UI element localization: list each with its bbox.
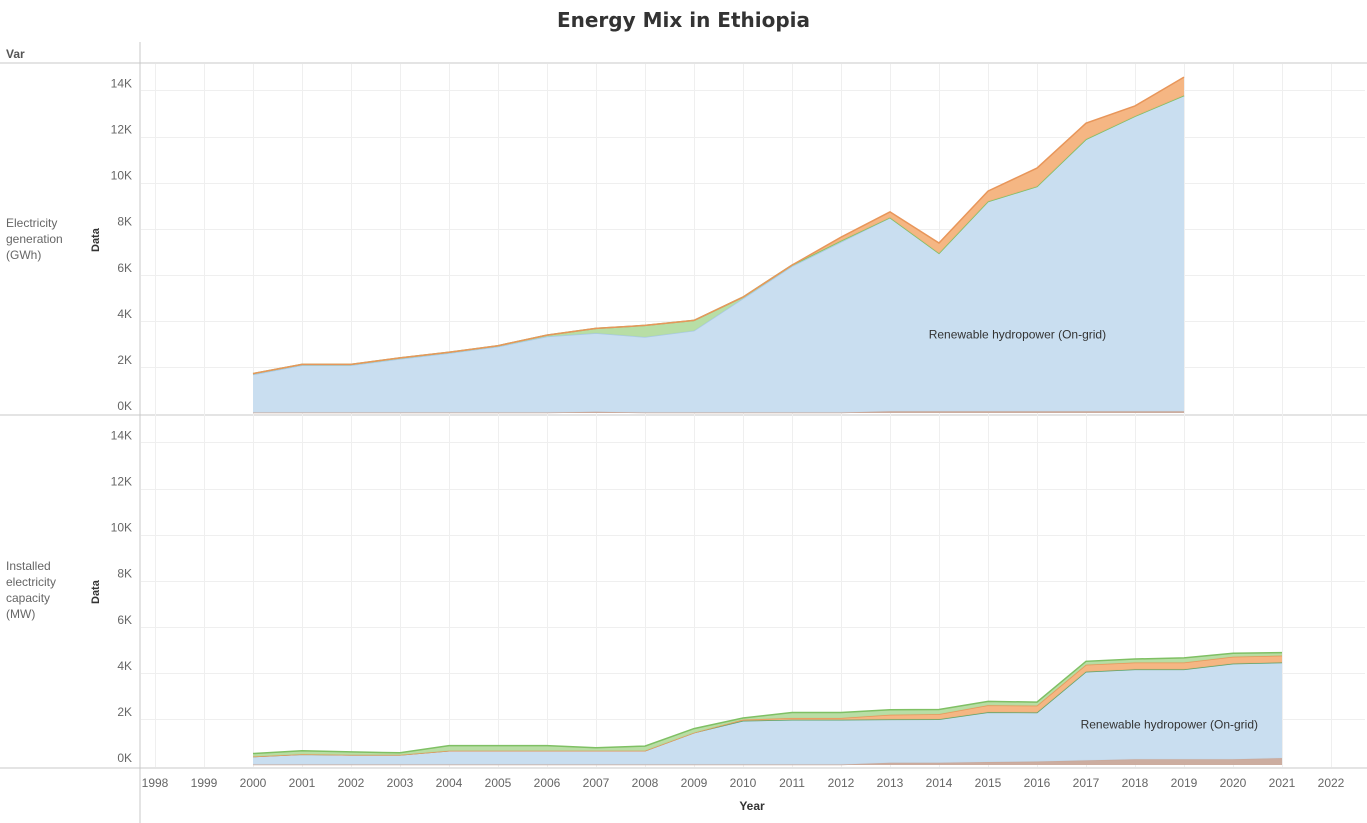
y-tick-label: 12K [111, 475, 132, 489]
area-other-bottom [253, 758, 1282, 765]
x-tick-label: 2014 [926, 776, 953, 790]
y-tick-label: 4K [117, 659, 132, 673]
x-tick-label: 2017 [1073, 776, 1100, 790]
x-tick-label: 1999 [191, 776, 218, 790]
x-tick-label: 2000 [240, 776, 267, 790]
x-tick-label: 2002 [338, 776, 365, 790]
y-tick-label: 8K [117, 215, 132, 229]
panel-label-capacity: Installed electricity capacity (MW) [6, 558, 86, 622]
x-tick-label: 2006 [534, 776, 561, 790]
panel-label-line: generation [6, 232, 63, 246]
panel-label-line: (MW) [6, 607, 36, 621]
var-header: Var [6, 47, 25, 61]
area-wind-orange [253, 655, 1282, 757]
y-tick-label: 2K [117, 705, 132, 719]
y-tick-label: 12K [111, 123, 132, 137]
x-tick-label: 2015 [975, 776, 1002, 790]
y-tick-label: 6K [117, 261, 132, 275]
area-annotation: Renewable hydropower (On-grid) [1081, 718, 1258, 732]
line-wind-orange [252, 76, 1185, 375]
panel-label-line: (GWh) [6, 248, 42, 262]
panel-label-line: capacity [6, 591, 51, 605]
x-tick-label: 2007 [583, 776, 610, 790]
y-tick-label: 14K [111, 76, 132, 90]
panel-label-line: electricity [6, 575, 57, 589]
x-tick-label: 2009 [681, 776, 708, 790]
panel-label-line: Electricity [6, 216, 58, 230]
chart-title: Energy Mix in Ethiopia [556, 8, 811, 32]
x-tick-label: 1998 [142, 776, 169, 790]
x-tick-label: 2018 [1122, 776, 1149, 790]
y-tick-label: 0K [117, 399, 132, 413]
x-tick-label: 2008 [632, 776, 659, 790]
y-tick-label: 4K [117, 307, 132, 321]
y-tick-label: 0K [117, 751, 132, 765]
x-tick-label: 2012 [828, 776, 855, 790]
y-tick-label: 10K [111, 521, 132, 535]
x-tick-label: 2022 [1318, 776, 1345, 790]
y-tick-label: 10K [111, 169, 132, 183]
x-tick-label: 2019 [1171, 776, 1198, 790]
y-tick-label: 14K [111, 428, 132, 442]
x-tick-label: 2016 [1024, 776, 1051, 790]
y-tick-label: 2K [117, 353, 132, 367]
area-annotation: Renewable hydropower (On-grid) [929, 328, 1106, 342]
x-tick-label: 2005 [485, 776, 512, 790]
x-tick-label: 2011 [779, 776, 805, 790]
x-axis-title: Year [739, 799, 765, 813]
x-tick-label: 2001 [289, 776, 316, 790]
line-other-renewables-green [252, 651, 1283, 755]
area-renewable-hydropower-on-grid [253, 95, 1184, 413]
panel-label-line: Installed [6, 559, 51, 573]
x-tick-label: 2003 [387, 776, 414, 790]
x-tick-label: 2020 [1220, 776, 1247, 790]
x-tick-label: 2010 [730, 776, 757, 790]
y-tick-label: 8K [117, 567, 132, 581]
area-renewable-hydropower-on-grid [253, 662, 1282, 765]
panel-label-generation: Electricity generation (GWh) [6, 215, 86, 263]
x-tick-label: 2004 [436, 776, 463, 790]
y-tick-label: 6K [117, 613, 132, 627]
x-tick-label: 2013 [877, 776, 904, 790]
x-tick-label: 2021 [1269, 776, 1296, 790]
